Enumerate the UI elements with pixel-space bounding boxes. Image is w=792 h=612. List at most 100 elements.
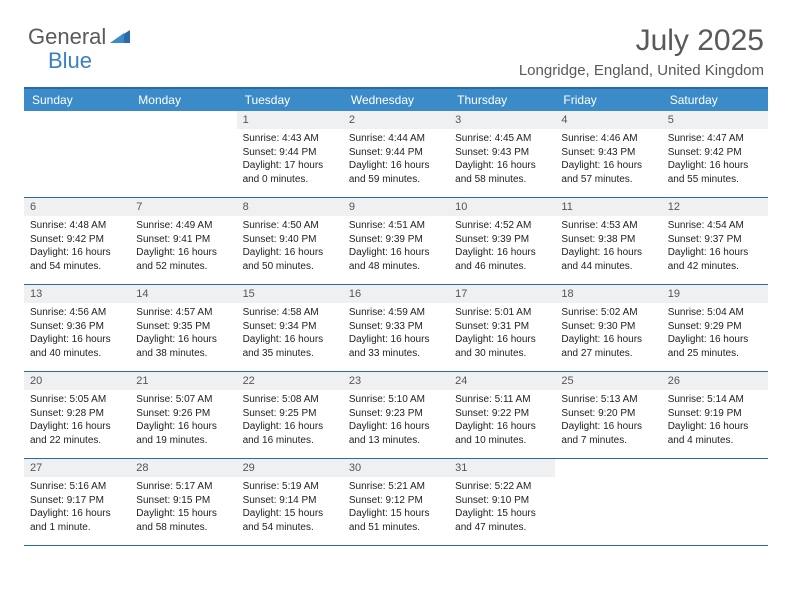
sunrise-text: Sunrise: 5:22 AM — [455, 480, 549, 494]
sunrise-text: Sunrise: 5:17 AM — [136, 480, 230, 494]
day-info: Sunrise: 5:08 AMSunset: 9:25 PMDaylight:… — [237, 393, 343, 447]
day-cell: 30Sunrise: 5:21 AMSunset: 9:12 PMDayligh… — [343, 459, 449, 545]
day-number: 24 — [449, 372, 555, 390]
day-number: 31 — [449, 459, 555, 477]
day-cell: 7 Sunrise: 4:49 AMSunset: 9:41 PMDaylight… — [130, 198, 236, 284]
day-number: 20 — [24, 372, 130, 390]
daylight-text: Daylight: 16 hours and 58 minutes. — [455, 159, 549, 186]
day-number: 3 — [449, 111, 555, 129]
day-number: 7 — [130, 198, 236, 216]
day-number: 10 — [449, 198, 555, 216]
day-header-row: Sunday Monday Tuesday Wednesday Thursday… — [24, 89, 768, 111]
sunrise-text: Sunrise: 4:57 AM — [136, 306, 230, 320]
day-number: 16 — [343, 285, 449, 303]
sunset-text: Sunset: 9:42 PM — [30, 233, 124, 247]
sunset-text: Sunset: 9:35 PM — [136, 320, 230, 334]
day-info: Sunrise: 5:17 AMSunset: 9:15 PMDaylight:… — [130, 480, 236, 534]
day-info: Sunrise: 4:53 AMSunset: 9:38 PMDaylight:… — [555, 219, 661, 273]
day-number: 23 — [343, 372, 449, 390]
sunset-text: Sunset: 9:29 PM — [668, 320, 762, 334]
sunrise-text: Sunrise: 4:52 AM — [455, 219, 549, 233]
sunrise-text: Sunrise: 5:11 AM — [455, 393, 549, 407]
day-number — [555, 459, 661, 465]
week-row: 1Sunrise: 4:43 AMSunset: 9:44 PMDaylight… — [24, 111, 768, 198]
day-info: Sunrise: 5:10 AMSunset: 9:23 PMDaylight:… — [343, 393, 449, 447]
day-cell: 22 Sunrise: 5:08 AMSunset: 9:25 PMDayligh… — [237, 372, 343, 458]
day-number: 14 — [130, 285, 236, 303]
day-cell: 24Sunrise: 5:11 AMSunset: 9:22 PMDayligh… — [449, 372, 555, 458]
sunrise-text: Sunrise: 5:19 AM — [243, 480, 337, 494]
daylight-text: Daylight: 16 hours and 52 minutes. — [136, 246, 230, 273]
daylight-text: Daylight: 16 hours and 42 minutes. — [668, 246, 762, 273]
day-info: Sunrise: 4:58 AMSunset: 9:34 PMDaylight:… — [237, 306, 343, 360]
sunrise-text: Sunrise: 5:13 AM — [561, 393, 655, 407]
day-number: 18 — [555, 285, 661, 303]
day-number: 22 — [237, 372, 343, 390]
daylight-text: Daylight: 16 hours and 22 minutes. — [30, 420, 124, 447]
month-title: July 2025 — [519, 24, 764, 58]
day-header: Monday — [130, 89, 236, 111]
day-number: 29 — [237, 459, 343, 477]
day-number: 2 — [343, 111, 449, 129]
sunrise-text: Sunrise: 4:58 AM — [243, 306, 337, 320]
daylight-text: Daylight: 15 hours and 47 minutes. — [455, 507, 549, 534]
sunrise-text: Sunrise: 4:56 AM — [30, 306, 124, 320]
day-header: Tuesday — [237, 89, 343, 111]
sunset-text: Sunset: 9:10 PM — [455, 494, 549, 508]
sunrise-text: Sunrise: 5:07 AM — [136, 393, 230, 407]
sunset-text: Sunset: 9:14 PM — [243, 494, 337, 508]
day-cell: 25Sunrise: 5:13 AMSunset: 9:20 PMDayligh… — [555, 372, 661, 458]
day-number — [24, 111, 130, 117]
logo-triangle-icon — [110, 27, 130, 48]
day-cell: 9 Sunrise: 4:51 AMSunset: 9:39 PMDaylight… — [343, 198, 449, 284]
location: Longridge, England, United Kingdom — [519, 62, 764, 79]
day-header: Sunday — [24, 89, 130, 111]
day-info: Sunrise: 5:19 AMSunset: 9:14 PMDaylight:… — [237, 480, 343, 534]
sunset-text: Sunset: 9:44 PM — [349, 146, 443, 160]
daylight-text: Daylight: 16 hours and 1 minute. — [30, 507, 124, 534]
sunset-text: Sunset: 9:44 PM — [243, 146, 337, 160]
day-info: Sunrise: 4:46 AMSunset: 9:43 PMDaylight:… — [555, 132, 661, 186]
day-number — [130, 111, 236, 117]
logo-text-general: General — [28, 24, 106, 50]
day-header: Friday — [555, 89, 661, 111]
daylight-text: Daylight: 16 hours and 13 minutes. — [349, 420, 443, 447]
day-cell: 21Sunrise: 5:07 AMSunset: 9:26 PMDayligh… — [130, 372, 236, 458]
sunrise-text: Sunrise: 4:44 AM — [349, 132, 443, 146]
week-row: 27Sunrise: 5:16 AMSunset: 9:17 PMDayligh… — [24, 459, 768, 546]
daylight-text: Daylight: 16 hours and 38 minutes. — [136, 333, 230, 360]
day-info: Sunrise: 4:45 AMSunset: 9:43 PMDaylight:… — [449, 132, 555, 186]
day-number: 12 — [662, 198, 768, 216]
day-info: Sunrise: 5:02 AMSunset: 9:30 PMDaylight:… — [555, 306, 661, 360]
day-info: Sunrise: 4:43 AMSunset: 9:44 PMDaylight:… — [237, 132, 343, 186]
day-cell: 16Sunrise: 4:59 AMSunset: 9:33 PMDayligh… — [343, 285, 449, 371]
calendar: Sunday Monday Tuesday Wednesday Thursday… — [24, 87, 768, 546]
day-info: Sunrise: 5:04 AMSunset: 9:29 PMDaylight:… — [662, 306, 768, 360]
day-info: Sunrise: 4:50 AMSunset: 9:40 PMDaylight:… — [237, 219, 343, 273]
day-cell: 23 Sunrise: 5:10 AMSunset: 9:23 PMDayligh… — [343, 372, 449, 458]
day-info: Sunrise: 4:51 AMSunset: 9:39 PMDaylight:… — [343, 219, 449, 273]
sunset-text: Sunset: 9:12 PM — [349, 494, 443, 508]
day-number: 6 — [24, 198, 130, 216]
day-number: 25 — [555, 372, 661, 390]
daylight-text: Daylight: 16 hours and 19 minutes. — [136, 420, 230, 447]
logo: General Blue — [28, 24, 132, 50]
day-info: Sunrise: 5:07 AMSunset: 9:26 PMDaylight:… — [130, 393, 236, 447]
day-info: Sunrise: 4:48 AMSunset: 9:42 PMDaylight:… — [24, 219, 130, 273]
day-number: 27 — [24, 459, 130, 477]
header: General Blue July 2025 Longridge, Englan… — [0, 0, 792, 87]
day-number: 9 — [343, 198, 449, 216]
day-info: Sunrise: 4:49 AMSunset: 9:41 PMDaylight:… — [130, 219, 236, 273]
sunset-text: Sunset: 9:28 PM — [30, 407, 124, 421]
day-info: Sunrise: 4:44 AMSunset: 9:44 PMDaylight:… — [343, 132, 449, 186]
day-info: Sunrise: 4:52 AMSunset: 9:39 PMDaylight:… — [449, 219, 555, 273]
daylight-text: Daylight: 16 hours and 44 minutes. — [561, 246, 655, 273]
sunset-text: Sunset: 9:22 PM — [455, 407, 549, 421]
day-header: Thursday — [449, 89, 555, 111]
daylight-text: Daylight: 16 hours and 33 minutes. — [349, 333, 443, 360]
daylight-text: Daylight: 16 hours and 25 minutes. — [668, 333, 762, 360]
daylight-text: Daylight: 16 hours and 59 minutes. — [349, 159, 443, 186]
sunrise-text: Sunrise: 4:49 AM — [136, 219, 230, 233]
sunset-text: Sunset: 9:36 PM — [30, 320, 124, 334]
day-cell: 2 Sunrise: 4:44 AMSunset: 9:44 PMDaylight… — [343, 111, 449, 197]
